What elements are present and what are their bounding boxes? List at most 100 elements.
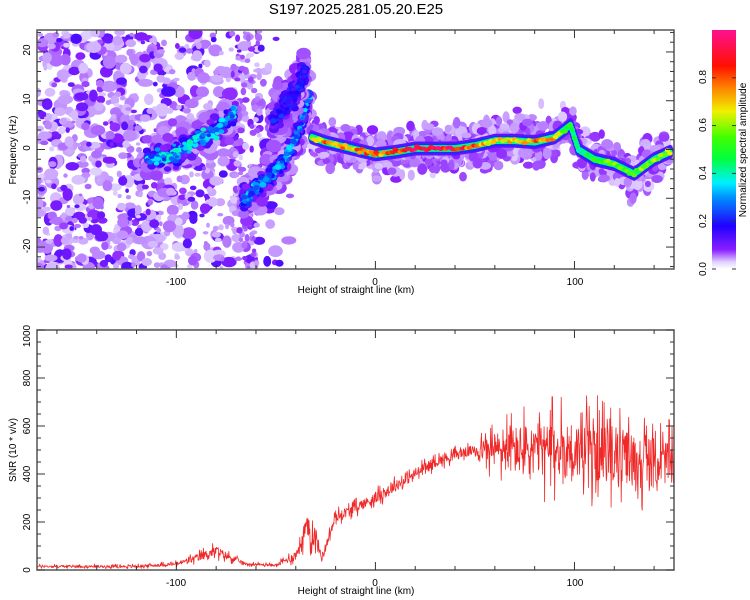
branch-band	[259, 154, 273, 165]
noise-speckle	[95, 79, 104, 88]
noise-speckle	[194, 172, 201, 177]
noise-speckle	[125, 107, 132, 111]
branch-band	[296, 47, 311, 60]
branch-band	[150, 170, 163, 181]
noise-speckle	[186, 264, 193, 269]
branch-band	[253, 185, 260, 190]
noise-speckle	[81, 81, 90, 88]
ridge-halo	[614, 178, 621, 187]
branch-band	[142, 147, 152, 155]
noise-speckle	[285, 193, 295, 199]
noise-speckle	[37, 32, 44, 37]
branch-band	[229, 114, 235, 119]
branch-band	[161, 154, 166, 158]
ridge-halo	[579, 126, 591, 137]
noise-speckle	[89, 246, 101, 255]
branch-band	[290, 138, 297, 145]
branch-band	[283, 151, 290, 157]
noise-speckle	[129, 32, 134, 37]
noise-speckle	[37, 87, 42, 97]
noise-speckle	[241, 82, 248, 88]
noise-speckle	[218, 50, 224, 56]
noise-speckle	[246, 52, 255, 58]
ridge-halo	[581, 169, 589, 180]
noise-speckle	[71, 217, 78, 224]
branch-band	[300, 116, 306, 120]
branch-band	[147, 159, 154, 165]
noise-speckle	[181, 247, 188, 252]
noise-speckle	[103, 36, 114, 44]
noise-speckle	[135, 214, 141, 219]
noise-speckle	[116, 230, 129, 240]
branch-band	[192, 142, 199, 148]
noise-speckle	[111, 114, 117, 119]
noise-speckle	[197, 72, 210, 84]
branch-band	[282, 104, 288, 108]
noise-speckle	[48, 161, 57, 168]
branch-band	[295, 85, 300, 89]
noise-speckle	[253, 117, 259, 123]
noise-speckle	[240, 87, 247, 96]
noise-speckle	[70, 33, 82, 44]
branch-band	[241, 183, 250, 190]
noise-speckle	[62, 248, 72, 260]
branch-band	[293, 130, 299, 135]
noise-speckle	[114, 30, 125, 36]
noise-speckle	[238, 154, 243, 161]
chart-title: S197.2025.281.05.20.E25	[269, 1, 443, 18]
noise-speckle	[149, 219, 160, 229]
noise-speckle	[112, 190, 118, 196]
noise-speckle	[51, 183, 57, 190]
noise-speckle	[174, 254, 181, 260]
ridge-halo	[390, 175, 402, 183]
noise-speckle	[175, 43, 180, 49]
noise-speckle	[229, 30, 236, 37]
branch-band	[213, 126, 221, 133]
noise-speckle	[38, 131, 52, 140]
branch-band	[270, 118, 277, 124]
noise-speckle	[139, 65, 148, 74]
noise-speckle	[116, 170, 123, 178]
noise-speckle	[231, 234, 241, 242]
branch-band	[274, 164, 282, 170]
noise-speckle	[44, 121, 53, 130]
noise-speckle	[116, 202, 127, 211]
noise-speckle	[108, 43, 115, 51]
noise-speckle	[268, 245, 283, 258]
ridge-halo	[589, 172, 596, 182]
noise-speckle	[73, 235, 79, 240]
noise-speckle	[115, 54, 128, 63]
noise-speckle	[72, 193, 85, 205]
noise-speckle	[130, 53, 139, 66]
branch-band	[154, 147, 161, 152]
branch-band	[193, 139, 198, 143]
noise-speckle	[138, 191, 143, 198]
noise-speckle	[206, 222, 210, 228]
noise-speckle	[51, 216, 63, 226]
noise-speckle	[145, 208, 151, 216]
noise-speckle	[63, 42, 71, 48]
branch-band	[172, 143, 177, 147]
noise-speckle	[218, 170, 228, 178]
noise-speckle	[134, 227, 144, 237]
noise-speckle	[218, 224, 224, 231]
noise-speckle	[242, 97, 250, 103]
noise-speckle	[256, 133, 262, 138]
noise-speckle	[141, 258, 152, 266]
noise-speckle	[231, 210, 239, 216]
noise-speckle	[132, 236, 148, 245]
branch-band	[301, 65, 308, 71]
noise-speckle	[208, 44, 223, 57]
noise-speckle	[210, 74, 224, 83]
noise-speckle	[161, 86, 176, 97]
noise-speckle	[92, 196, 104, 210]
noise-speckle	[182, 107, 191, 114]
noise-speckle	[91, 150, 102, 159]
noise-speckle	[177, 203, 184, 211]
noise-speckle	[37, 166, 43, 173]
branch-band	[200, 127, 207, 132]
noise-speckle	[179, 187, 187, 195]
ridge-halo	[448, 159, 455, 171]
noise-speckle	[96, 95, 105, 103]
spectrogram-panel: -100 0 100 Height of straight line (km) …	[8, 29, 675, 296]
